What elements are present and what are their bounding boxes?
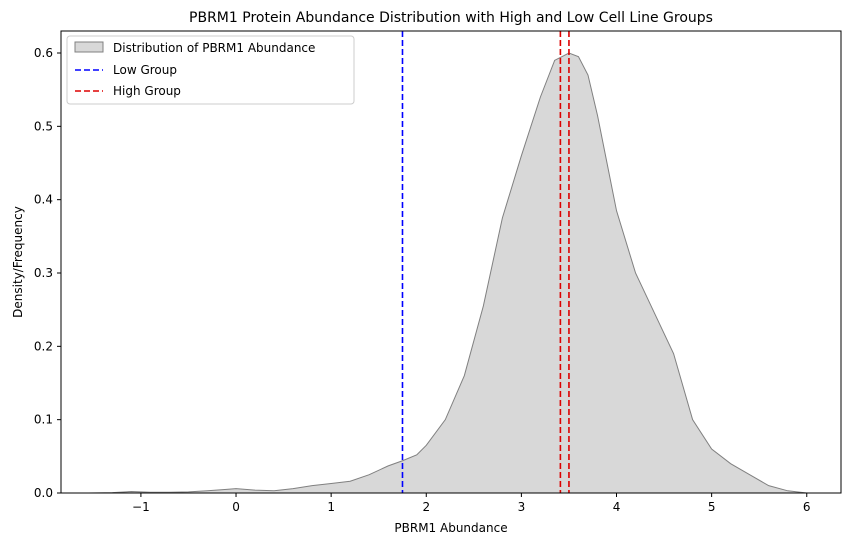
- x-tick-label: 6: [803, 500, 811, 514]
- x-tick-label: 5: [708, 500, 716, 514]
- x-axis-label: PBRM1 Abundance: [394, 521, 507, 535]
- x-axis: −1 0 1 2 3 4 5 6: [132, 493, 811, 514]
- x-tick-label: −1: [132, 500, 150, 514]
- y-tick-label: 0.0: [34, 486, 53, 500]
- x-tick-label: 3: [518, 500, 526, 514]
- legend-swatch-distribution: [74, 41, 104, 53]
- legend: Distribution of PBRM1 Abundance Low Grou…: [66, 35, 355, 105]
- legend-label-distribution: Distribution of PBRM1 Abundance: [113, 41, 315, 55]
- x-tick-label: 0: [232, 500, 240, 514]
- y-tick-label: 0.2: [34, 339, 53, 353]
- y-tick-label: 0.6: [34, 46, 53, 60]
- plot-border: [60, 30, 842, 494]
- y-tick-label: 0.1: [34, 413, 53, 427]
- kde-area: [88, 53, 807, 493]
- legend-box: [66, 35, 355, 105]
- y-tick-label: 0.4: [34, 193, 53, 207]
- group-lines: [401, 31, 570, 493]
- x-tick-label: 1: [327, 500, 335, 514]
- legend-label-low-group: Low Group: [113, 63, 177, 77]
- y-axis-label: Density/Frequency: [11, 206, 25, 318]
- chart-title: PBRM1 Protein Abundance Distribution wit…: [189, 10, 713, 26]
- plot-area: [60, 30, 842, 494]
- legend-label-high-group: High Group: [113, 84, 181, 98]
- y-tick-label: 0.5: [34, 119, 53, 133]
- x-tick-label: 4: [613, 500, 621, 514]
- x-tick-label: 2: [422, 500, 430, 514]
- y-axis: 0.0 0.1 0.2 0.3 0.4 0.5 0.6: [34, 46, 61, 500]
- y-tick-label: 0.3: [34, 266, 53, 280]
- kde-line: [88, 52, 807, 494]
